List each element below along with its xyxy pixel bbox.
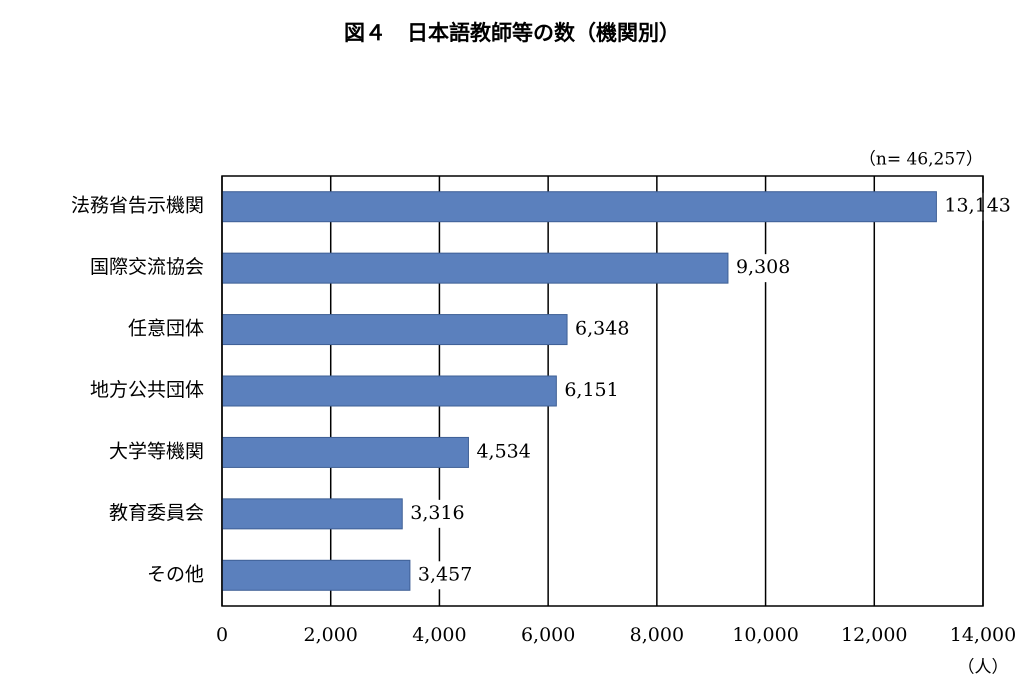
y-tick-label: その他 [147, 563, 204, 585]
bar [221, 436, 469, 468]
x-unit: （人） [958, 658, 1009, 678]
value-label: 4,534 [476, 440, 530, 462]
y-tick-label: 法務省告示機関 [71, 195, 204, 217]
value-label-bg [412, 561, 478, 590]
chart-title: 図４ 日本語教師等の数（機関別） [344, 21, 680, 45]
value-label-bg [405, 499, 470, 528]
value-label-bg [471, 438, 536, 467]
value-label-bg [730, 254, 796, 283]
y-tick-label: 大学等機関 [109, 440, 204, 462]
y-tick-label: 任意団体 [128, 318, 204, 340]
bar [221, 252, 729, 284]
plot-frame [221, 175, 984, 607]
bar [221, 559, 411, 591]
y-tick-label: 地方公共団体 [90, 379, 204, 401]
x-tick-label: 12,000 [841, 624, 907, 646]
x-tick-label: 8,000 [630, 624, 684, 646]
bar [221, 498, 403, 530]
x-tick-label: 4,000 [412, 624, 466, 646]
annotation: （n= 46,257） [859, 150, 983, 170]
bar [221, 375, 557, 407]
bar [221, 314, 568, 346]
value-label: 3,457 [418, 563, 472, 585]
value-label: 3,316 [410, 502, 464, 524]
x-tick-label: 2,000 [304, 624, 358, 646]
value-label-bg [939, 192, 1016, 221]
value-label: 13,143 [944, 195, 1010, 217]
value-label: 6,348 [575, 318, 629, 340]
value-label-bg [570, 315, 635, 344]
plot-area: 0 2,000 4,000 6,000 8,000 10,000 12,000 14,000 1… [216, 176, 1016, 646]
x-tick-label: 0 [216, 624, 228, 646]
y-tick-label: 国際交流協会 [90, 256, 204, 278]
bar [221, 191, 937, 223]
y-tick-label: 教育委員会 [109, 502, 204, 524]
value-label: 6,151 [564, 379, 618, 401]
value-label-bg [559, 377, 624, 405]
value-label: 9,308 [736, 256, 790, 278]
x-tick-label: 10,000 [732, 624, 798, 646]
x-tick-label: 6,000 [521, 624, 575, 646]
x-tick-label: 14,000 [950, 624, 1016, 646]
